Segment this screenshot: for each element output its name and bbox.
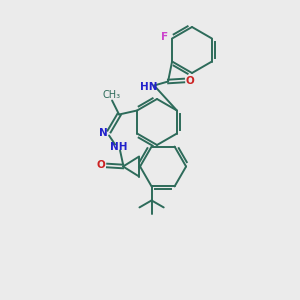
- Text: O: O: [186, 76, 194, 85]
- Text: CH₃: CH₃: [102, 89, 120, 100]
- Text: NH: NH: [110, 142, 128, 152]
- Text: F: F: [160, 32, 168, 43]
- Text: HN: HN: [140, 82, 158, 92]
- Text: O: O: [97, 160, 106, 170]
- Text: N: N: [99, 128, 107, 139]
